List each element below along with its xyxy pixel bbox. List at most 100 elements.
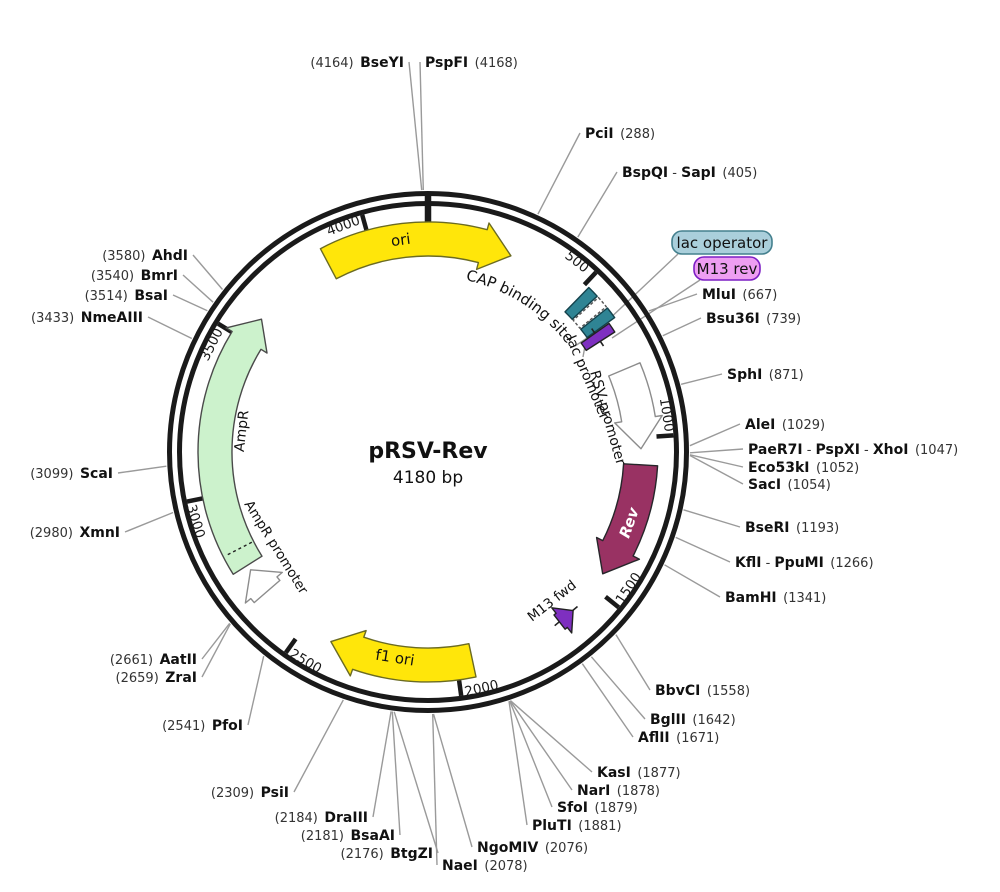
site-label-BsaI: (3514) BsaI <box>85 288 168 304</box>
leader-line-NaeI <box>432 713 438 866</box>
leader-line-BspQI - SapI <box>577 171 618 238</box>
site-label-BspQI - SapI: BspQI - SapI (405) <box>622 165 757 181</box>
lac-operator-callout-label: lac operator <box>677 234 769 252</box>
leader-line-Bsu36I <box>662 317 702 337</box>
leader-line-SfoI <box>509 700 553 808</box>
site-label-NarI: NarI (1878) <box>577 783 660 799</box>
site-label-PluTI: PluTI (1881) <box>532 818 622 834</box>
site-label-SphI: SphI (871) <box>727 367 804 383</box>
leader-line-PluTI <box>508 701 528 826</box>
leader-line-BamHI <box>664 564 721 598</box>
leader-line-XmnI <box>124 511 174 533</box>
tick-label-2000: 2000 <box>463 677 500 700</box>
leader-line-AleI <box>689 423 741 447</box>
site-label-AhdI: (3580) AhdI <box>102 248 188 264</box>
feature-ampr <box>197 318 268 575</box>
feature-label-ampr: AmpR <box>232 409 253 453</box>
site-label-PsiI: (2309) PsiI <box>211 785 289 801</box>
site-label-BsaAI: (2181) BsaAI <box>301 828 395 844</box>
leader-line-ScaI <box>117 465 167 474</box>
leader-line-PsiI <box>293 699 344 793</box>
leader-line-NarI <box>509 700 573 791</box>
leader-line-DraIII <box>372 711 392 818</box>
leader-line-AflII <box>581 663 634 738</box>
site-label-ZraI: (2659) ZraI <box>116 670 197 686</box>
site-label-AflII: AflII (1671) <box>638 730 719 746</box>
leader-line-Eco53kI <box>689 454 744 468</box>
leader-line-SphI <box>680 373 723 385</box>
feature-lac-promoter <box>572 296 607 329</box>
feature-ampr-signal-boundary <box>224 541 253 557</box>
feature-cap-binding-site <box>564 286 598 320</box>
leader-line-PciI <box>537 132 581 215</box>
cap-binding-site-textpath: CAP binding site <box>465 266 578 346</box>
leader-line-NmeAIII <box>147 316 193 340</box>
site-label-BbvCI: BbvCI (1558) <box>655 683 750 699</box>
site-label-BtgZI: (2176) BtgZI <box>341 846 433 862</box>
site-label-AleI: AleI (1029) <box>745 417 825 433</box>
site-label-BglII: BglII (1642) <box>650 712 736 728</box>
feature-ampr-promoter <box>244 569 283 604</box>
site-label-XmnI: (2980) XmnI <box>30 525 120 541</box>
lac-operator-callout-leader <box>603 253 679 325</box>
tick-3000 <box>186 495 205 504</box>
site-label-BseYI: (4164) BseYI <box>310 55 404 71</box>
leader-line-BsaI <box>172 294 208 312</box>
tick-1000 <box>656 433 674 439</box>
leader-line-BseRI <box>683 509 741 528</box>
feature-f1-ori <box>330 629 477 683</box>
site-label-MluI: MluI (667) <box>702 287 777 303</box>
site-label-KasI: KasI (1877) <box>597 765 681 781</box>
leader-line-AatII <box>201 622 231 660</box>
leader-line-NgoMIV <box>432 713 473 848</box>
tick-2500 <box>283 637 298 655</box>
leader-line-BsaAI <box>391 711 401 836</box>
leader-line-BbvCI <box>615 634 651 691</box>
leader-line-BseYI <box>408 61 423 191</box>
tick-500 <box>582 270 598 287</box>
site-label-BmrI: (3540) BmrI <box>91 268 178 284</box>
cap-binding-site-label: CAP binding site <box>465 266 578 346</box>
leader-line-SacI <box>689 454 744 485</box>
feature-label-f1-ori: f1 ori <box>374 646 415 670</box>
site-label-NgoMIV: NgoMIV (2076) <box>477 840 588 856</box>
leader-line-PspFI <box>419 61 424 191</box>
m13-rev-callout <box>693 256 761 281</box>
leader-line-BtgZI <box>393 711 439 854</box>
site-label-ScaI: (3099) ScaI <box>30 466 113 482</box>
feature-m13-fwd <box>551 607 574 634</box>
site-label-BamHI: BamHI (1341) <box>725 590 826 606</box>
m13-rev-callout-leader <box>611 279 701 339</box>
site-label-BseRI: BseRI (1193) <box>745 520 839 536</box>
leader-line-ZraI <box>201 623 231 678</box>
site-label-AatII: (2661) AatII <box>110 652 197 668</box>
tick-label-500: 500 <box>562 248 592 276</box>
site-label-PfoI: (2541) PfoI <box>162 718 243 734</box>
leader-line-PaeR7I - PspXI - XhoI <box>689 448 744 454</box>
plasmid-title: pRSV-Rev <box>368 439 488 464</box>
site-label-Eco53kI: Eco53kI (1052) <box>748 460 859 476</box>
site-label-SacI: SacI (1054) <box>748 477 831 493</box>
plasmid-size: 4180 bp <box>393 468 463 488</box>
leader-line-KasI <box>510 700 593 773</box>
feature-m13-rev <box>580 322 616 352</box>
feature-rsv-promoter <box>608 362 663 450</box>
plasmid-backbone-outer <box>167 191 689 713</box>
feature-ori <box>319 221 512 280</box>
leader-line-AhdI <box>192 254 224 290</box>
leader-line-PfoI <box>247 655 265 726</box>
leader-line-KflI - PpuMI <box>675 536 731 563</box>
site-label-PaeR7I - PspXI - XhoI: PaeR7I - PspXI - XhoI (1047) <box>748 442 958 458</box>
site-label-Bsu36I: Bsu36I (739) <box>706 311 801 327</box>
site-label-PspFI: PspFI (4168) <box>425 55 518 71</box>
lac-operator-callout <box>671 230 773 255</box>
tick-1500 <box>604 594 621 610</box>
site-label-DraIII: (2184) DraIII <box>275 810 368 826</box>
m13-rev-callout-label: M13 rev <box>697 260 758 278</box>
tick-label-1000: 1000 <box>656 397 677 433</box>
tick-2000 <box>456 678 464 697</box>
feature-lac-operator <box>580 307 616 339</box>
leader-line-BmrI <box>182 274 214 303</box>
